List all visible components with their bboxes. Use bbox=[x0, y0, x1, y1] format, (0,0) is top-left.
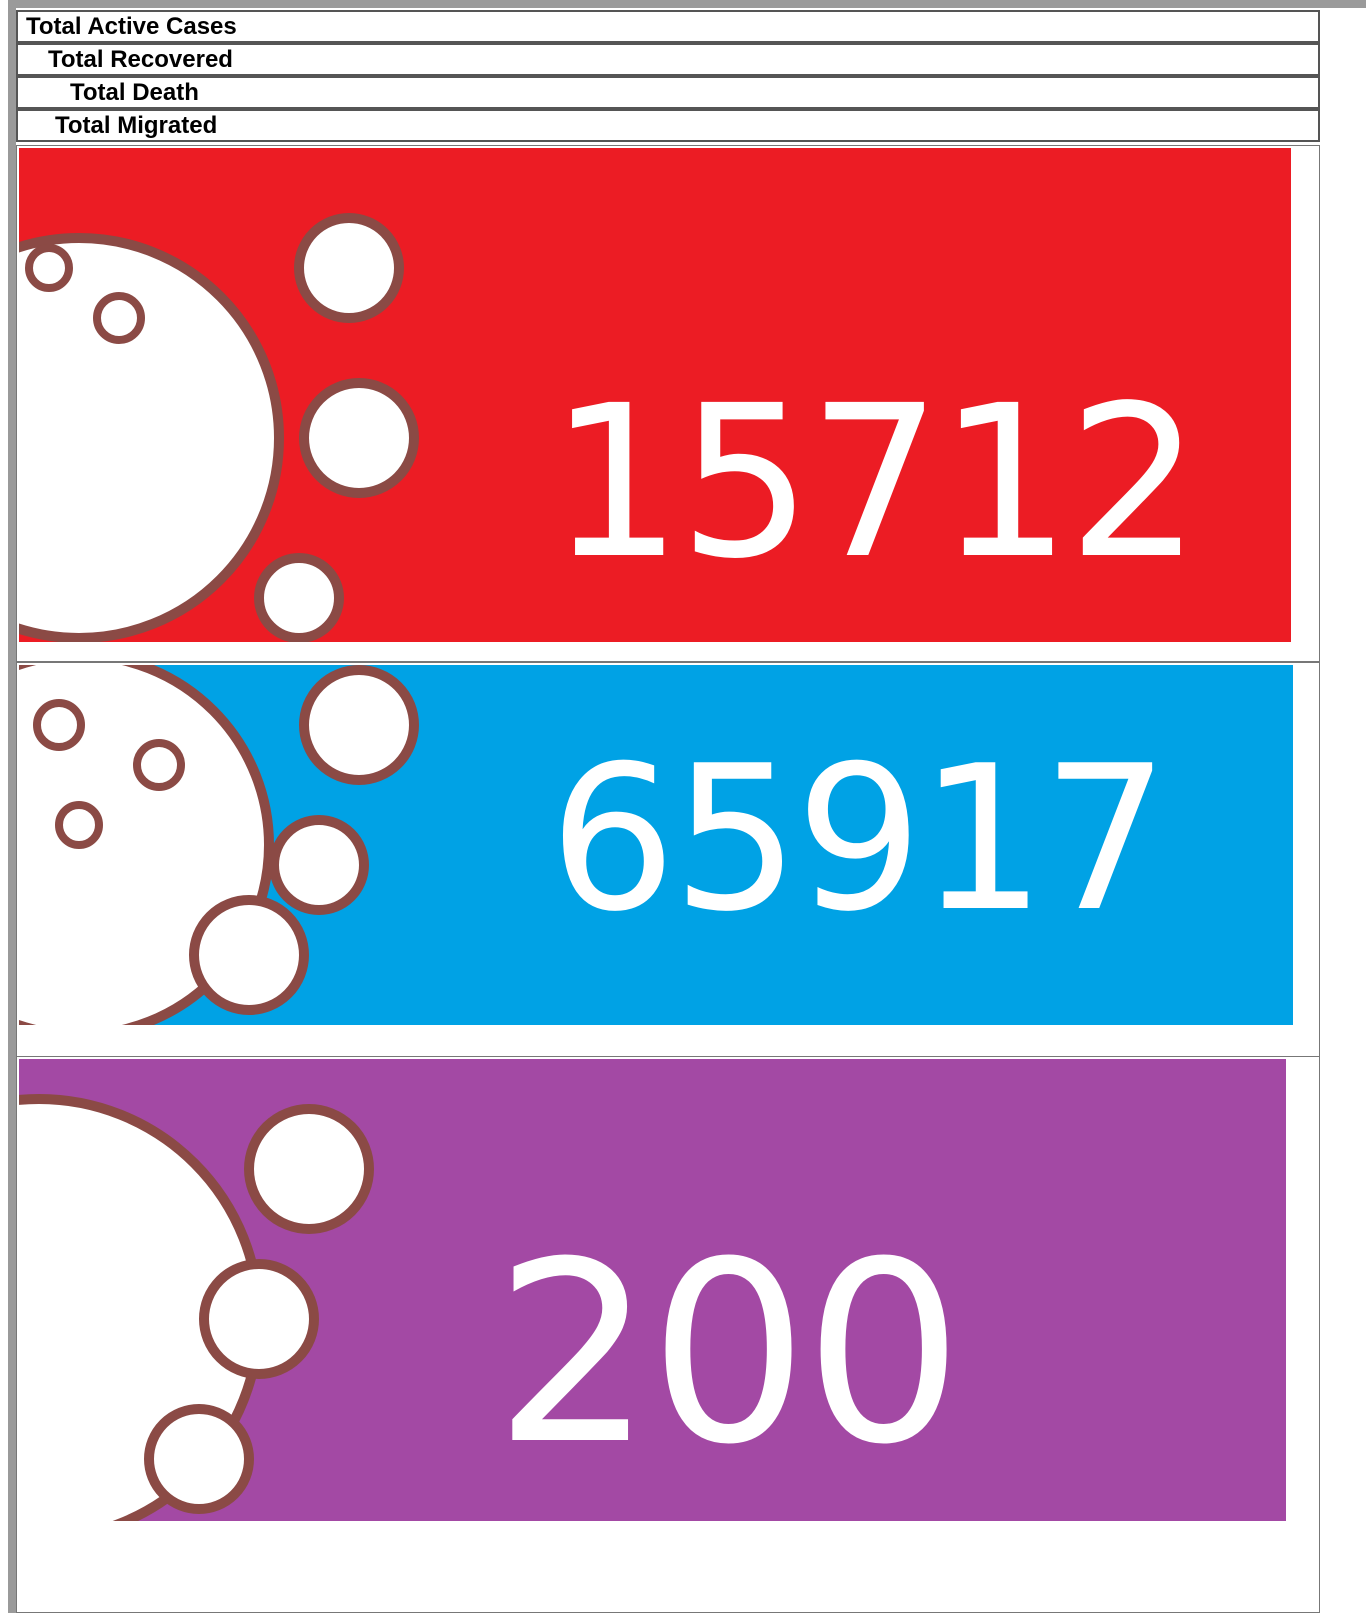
page: Total Active Cases Total Recovered Total… bbox=[0, 0, 1366, 1613]
card-cell: 15712 bbox=[16, 145, 1320, 662]
label-row: Total Recovered bbox=[16, 43, 1320, 76]
card-value: 200 bbox=[494, 1229, 959, 1479]
card: 15712 bbox=[19, 148, 1291, 642]
virus-icon bbox=[19, 148, 439, 642]
card: 200 bbox=[19, 1059, 1286, 1521]
label: Total Active Cases bbox=[26, 13, 237, 40]
card-cell: 200 bbox=[16, 1056, 1320, 1613]
label-row: Total Migrated bbox=[16, 109, 1320, 142]
virus-icon bbox=[19, 1059, 399, 1521]
label: Total Death bbox=[70, 79, 199, 106]
label-row: Total Death bbox=[16, 76, 1320, 109]
card-value: 65917 bbox=[549, 740, 1165, 940]
card: 65917 bbox=[19, 665, 1293, 1025]
card-cell: 65917 bbox=[16, 662, 1320, 1057]
card-value: 15712 bbox=[549, 378, 1197, 588]
virus-icon bbox=[19, 665, 439, 1025]
label-row: Total Active Cases bbox=[16, 10, 1320, 43]
label: Total Migrated bbox=[55, 112, 217, 139]
label: Total Recovered bbox=[48, 46, 233, 73]
